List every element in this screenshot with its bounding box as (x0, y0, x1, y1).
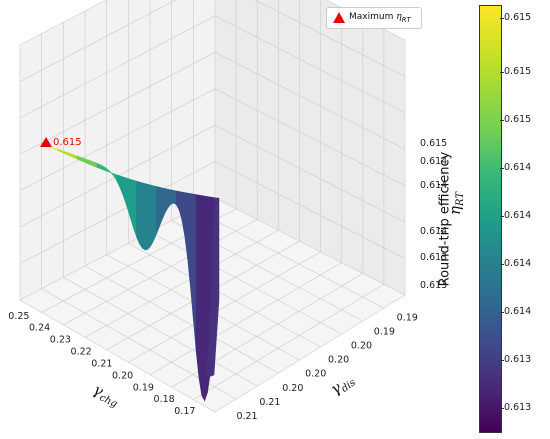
surface-strip (195, 194, 200, 379)
x-tick-label: 0.19 (133, 382, 154, 393)
surface-strip (170, 189, 174, 205)
grid-lines (19, 0, 406, 400)
grid-line (63, 219, 258, 326)
colorbar-tick-label: 0.615 (499, 114, 532, 125)
colorbar-tick-label: 0.615 (499, 12, 532, 23)
surface-plot: 0.250.240.230.220.210.200.190.180.17 0.2… (8, 0, 466, 422)
grid-line (214, 15, 406, 114)
z-tick-label: 0.615 (420, 138, 447, 149)
surface-strip (173, 190, 177, 206)
z-axis-ticks: 0.613 0.613 0.614 0.614 0.614 0.615 (420, 138, 447, 291)
y-axis-ticks: 0.210.210.200.200.200.200.190.19 (236, 312, 417, 422)
surface-strip (144, 183, 149, 251)
y-tick-label: 0.20 (328, 355, 349, 366)
surface-strip (167, 188, 171, 209)
colorbar-tick-label: 0.613 (499, 354, 532, 365)
legend-label: Maximum ηRT (349, 12, 411, 24)
colorbar-tick-label: 0.615 (499, 66, 532, 77)
surface-strip (153, 185, 157, 241)
colorbar-label: Round-trip efficiency (437, 151, 453, 287)
grid-line (214, 161, 406, 259)
x-tick-label: 0.25 (8, 311, 29, 322)
surface-strip (136, 180, 140, 244)
colorbar-tick-label: 0.614 (499, 258, 532, 269)
y-tick-label: 0.19 (374, 326, 395, 337)
surface-strip (130, 179, 135, 230)
surface (45, 144, 220, 402)
colorbar-tick-label: 0.614 (499, 306, 532, 317)
surface-strip (201, 195, 205, 402)
surface-strip (142, 182, 146, 251)
colorbar-tick-label: 0.614 (499, 210, 532, 221)
grid-line (19, 88, 216, 192)
surface-strip (150, 184, 154, 246)
grid-line (19, 15, 216, 119)
grid-line (128, 251, 321, 363)
z-tick-label: 0.613 (420, 280, 447, 291)
maximum-value-label: 0.615 (53, 137, 82, 148)
grid-line (84, 230, 279, 338)
surface-strip (161, 187, 166, 220)
grid-line (149, 231, 342, 335)
y-tick-label: 0.20 (351, 340, 372, 351)
surface-strip (82, 157, 86, 164)
maximum-marker: 0.615 (40, 137, 82, 148)
grid-line (193, 283, 385, 400)
legend: Maximum ηRT (326, 7, 422, 29)
y-tick-label: 0.21 (259, 397, 280, 408)
surface-strip (159, 186, 163, 227)
y-tick-label: 0.21 (236, 411, 257, 422)
surface-strip (139, 181, 143, 250)
surface-strip (156, 186, 160, 234)
colorbar (479, 5, 502, 433)
y-tick-label: 0.19 (397, 312, 418, 323)
x-tick-label: 0.22 (71, 347, 92, 358)
surface-strip (147, 184, 152, 250)
y-tick-label: 0.20 (305, 369, 326, 380)
grid-line (214, 88, 406, 187)
x-tick-label: 0.18 (154, 394, 175, 405)
y-axis-label: γdis (327, 370, 358, 400)
surface-strip (88, 159, 92, 166)
x-tick-label: 0.20 (112, 370, 133, 381)
z-tick-label: 0.614 (420, 226, 447, 237)
surface-strip (93, 161, 98, 168)
x-tick-label: 0.17 (174, 406, 195, 417)
grid-line (84, 265, 279, 374)
grid-line (214, 51, 406, 150)
colorbar-tick-label: 0.613 (499, 402, 532, 413)
x-tick-label: 0.23 (50, 335, 71, 346)
y-tick-label: 0.20 (282, 383, 303, 394)
colorbar-tick-label: 0.614 (499, 162, 532, 173)
legend-marker-icon (333, 12, 345, 23)
grid-line (19, 51, 216, 155)
surface-strip (96, 162, 101, 169)
grid-line (19, 0, 177, 82)
surface-wall (205, 197, 220, 379)
grid-line (63, 277, 258, 387)
surface-strip (85, 158, 89, 165)
grid-line (254, 0, 406, 77)
surface-strip (198, 194, 203, 396)
surface-strip (91, 160, 95, 167)
grid-line (19, 161, 216, 264)
z-tick-label: 0.613 (420, 252, 447, 263)
z-tick-label: 0.614 (420, 156, 447, 167)
grid-line (214, 124, 406, 223)
z-tick-label: 0.614 (420, 180, 447, 191)
x-tick-label: 0.24 (29, 323, 50, 334)
grid-line (193, 209, 385, 309)
grid-line (149, 262, 342, 375)
maximum-triangle (40, 137, 52, 147)
grid-line (128, 243, 321, 348)
x-axis-ticks: 0.250.240.230.220.210.200.190.180.17 (8, 311, 195, 417)
x-axis-label: γchg (89, 380, 122, 410)
x-tick-label: 0.21 (91, 358, 112, 369)
surface-strip (133, 179, 137, 238)
